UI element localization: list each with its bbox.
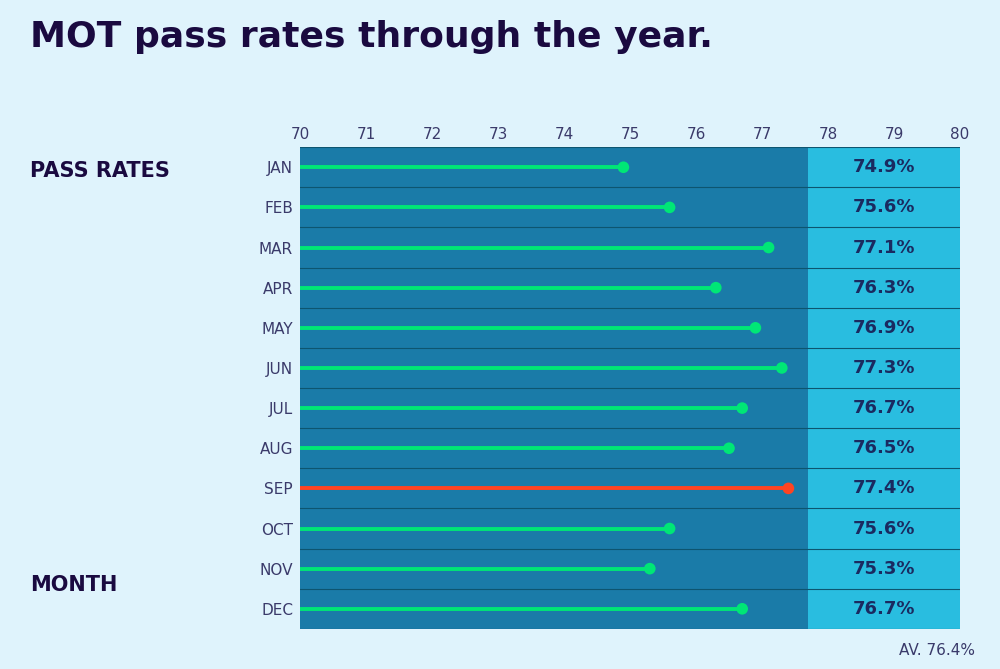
- Point: [662, 202, 678, 213]
- Text: 75.3%: 75.3%: [853, 560, 915, 577]
- Text: 76.3%: 76.3%: [853, 279, 915, 296]
- Point: [721, 443, 737, 454]
- Bar: [300, 428, 808, 468]
- Point: [747, 322, 763, 333]
- Bar: [808, 549, 960, 589]
- Bar: [808, 268, 960, 308]
- Bar: [300, 508, 808, 549]
- Bar: [300, 388, 808, 428]
- Point: [734, 403, 750, 413]
- Text: 76.5%: 76.5%: [853, 440, 915, 457]
- Point: [615, 162, 631, 173]
- Bar: [808, 388, 960, 428]
- Point: [734, 603, 750, 614]
- Bar: [808, 508, 960, 549]
- Text: 77.1%: 77.1%: [853, 239, 915, 256]
- Text: MONTH: MONTH: [30, 575, 117, 595]
- Bar: [300, 268, 808, 308]
- Bar: [300, 227, 808, 268]
- Bar: [808, 348, 960, 388]
- Bar: [300, 468, 808, 508]
- Text: 75.6%: 75.6%: [853, 520, 915, 537]
- Point: [774, 363, 790, 373]
- Bar: [300, 589, 808, 629]
- Text: 76.9%: 76.9%: [853, 319, 915, 337]
- Point: [708, 282, 724, 293]
- Point: [761, 242, 777, 253]
- Point: [662, 523, 678, 534]
- Text: 76.7%: 76.7%: [853, 399, 915, 417]
- Bar: [808, 589, 960, 629]
- Bar: [808, 147, 960, 187]
- Bar: [300, 147, 808, 187]
- Bar: [300, 308, 808, 348]
- Bar: [808, 308, 960, 348]
- Text: AV. 76.4%: AV. 76.4%: [899, 643, 975, 658]
- Point: [780, 483, 796, 494]
- Text: 75.6%: 75.6%: [853, 199, 915, 216]
- Bar: [300, 348, 808, 388]
- Bar: [300, 549, 808, 589]
- Text: MOT pass rates through the year.: MOT pass rates through the year.: [30, 20, 713, 54]
- Bar: [300, 187, 808, 227]
- Text: 74.9%: 74.9%: [853, 159, 915, 176]
- Bar: [808, 227, 960, 268]
- Text: 77.4%: 77.4%: [853, 480, 915, 497]
- Text: PASS RATES: PASS RATES: [30, 161, 170, 181]
- Bar: [808, 468, 960, 508]
- Text: 76.7%: 76.7%: [853, 600, 915, 617]
- Point: [642, 563, 658, 574]
- Bar: [808, 428, 960, 468]
- Bar: [808, 187, 960, 227]
- Text: 77.3%: 77.3%: [853, 359, 915, 377]
